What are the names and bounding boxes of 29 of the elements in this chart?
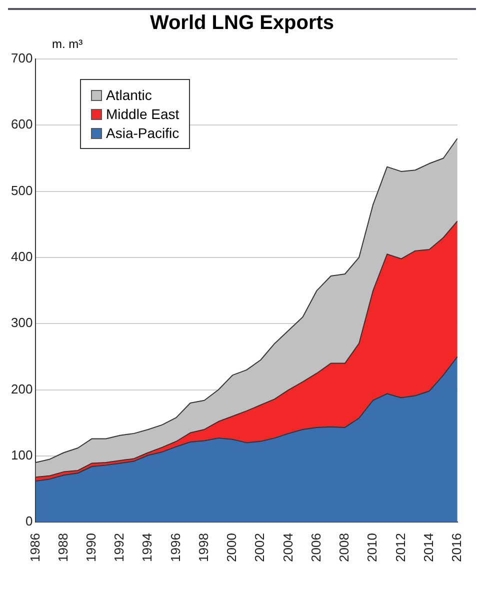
x-tick-label: 2012 [392,533,408,562]
x-tick-label: 2008 [336,533,352,562]
chart-title: World LNG Exports [8,8,476,35]
x-tick-label: 2016 [448,533,464,562]
x-tick-label: 1998 [196,533,211,562]
y-tick-label: 100 [10,448,33,463]
y-axis-title: m. m³ [52,37,83,51]
y-tick-label: 0 [25,514,33,529]
y-tick-label: 200 [10,381,33,396]
x-tick-label: 1996 [168,533,183,562]
legend-label: Middle East [106,106,180,122]
y-tick-label: 300 [10,315,33,330]
legend-label: Atlantic [106,87,152,103]
x-tick-label: 1986 [27,533,42,562]
x-tick-label: 1990 [83,533,98,562]
x-tick-label: 1994 [140,533,155,562]
x-tick-label: 2002 [252,533,268,562]
x-tick-label: 2010 [364,533,380,562]
x-tick-label: 1992 [112,533,127,562]
y-tick-label: 400 [10,249,33,264]
x-tick-label: 1988 [55,533,70,562]
y-tick-label: 700 [10,50,33,66]
x-tick-label: 2000 [224,533,240,562]
y-tick-label: 500 [10,182,33,198]
x-tick-label: 2006 [308,533,324,562]
x-tick-label: 2014 [420,533,436,562]
x-tick-label: 2004 [280,533,296,562]
y-tick-label: 600 [10,116,33,132]
legend-label: Asia-Pacific [106,125,180,141]
